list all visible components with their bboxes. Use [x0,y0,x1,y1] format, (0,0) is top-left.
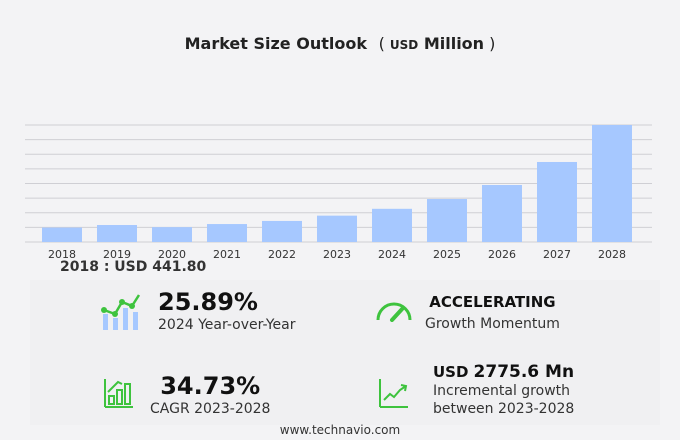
cagr-value: 34.73% [160,372,261,400]
x-tick-label: 2027 [543,248,571,261]
footer-url: www.technavio.com [279,423,401,437]
bar-2020 [152,227,192,242]
growth-chart-icon [101,294,141,330]
bar-2025 [427,199,467,242]
title-main: Market Size Outlook [184,34,367,53]
incremental-value: 2775.6 Mn [473,362,575,382]
title-paren-close: ) [484,34,496,53]
x-tick-label: 2028 [598,248,626,261]
incremental-label-line1: Incremental growth [433,383,571,399]
chart-title: Market Size Outlook ( USD Million ) [0,34,680,53]
yoy-label: 2024 Year-over-Year [158,317,296,333]
incremental-stat: USD 2775.6 Mn Incremental growth between… [433,362,574,418]
bar-2024 [372,208,412,242]
momentum-label: Growth Momentum [425,316,560,332]
speedometer-icon [376,302,412,322]
bar-2021 [207,224,247,242]
x-tick-label: 2024 [378,248,406,261]
x-tick-label: 2026 [488,248,516,261]
momentum-stat: ACCELERATING Growth Momentum [425,293,560,333]
bar-growth-icon [104,379,133,408]
title-unit-currency: USD [389,38,419,52]
bar-chart: 2018 2019 2020 2021 2022 2023 2024 2025 2026 2027… [25,124,652,261]
bar-2022 [262,220,302,242]
cagr-stat: 34.73% CAGR 2023-2028 [150,372,270,418]
bar-2027 [537,161,577,242]
momentum-value: ACCELERATING [429,293,556,311]
yoy-stat: 25.89% 2024 Year-over-Year [158,288,296,334]
x-tick-label: 2023 [323,248,351,261]
cagr-label: CAGR 2023-2028 [150,401,271,417]
x-tick-label: 2022 [268,248,296,261]
title-paren-open: ( [378,34,390,53]
bar-2019 [97,225,137,242]
incremental-currency: USD [433,363,469,381]
x-tick-label: 2019 [103,248,131,261]
x-tick-label: 2021 [213,248,241,261]
bar-2023 [317,215,357,242]
title-unit: Million [418,34,485,53]
bar-2026 [482,185,522,242]
x-tick-label: 2018 [48,248,76,261]
stats-panel [30,280,660,425]
bar-2028 [592,125,632,242]
base-year-value: 2018 : USD 441.80 [60,259,207,275]
bar-2018 [42,227,82,242]
x-tick-label: 2025 [433,248,461,261]
trend-line-icon [379,379,408,408]
yoy-value: 25.89% [158,288,258,316]
incremental-label-line2: between 2023-2028 [433,401,575,417]
x-tick-label: 2020 [158,248,186,261]
